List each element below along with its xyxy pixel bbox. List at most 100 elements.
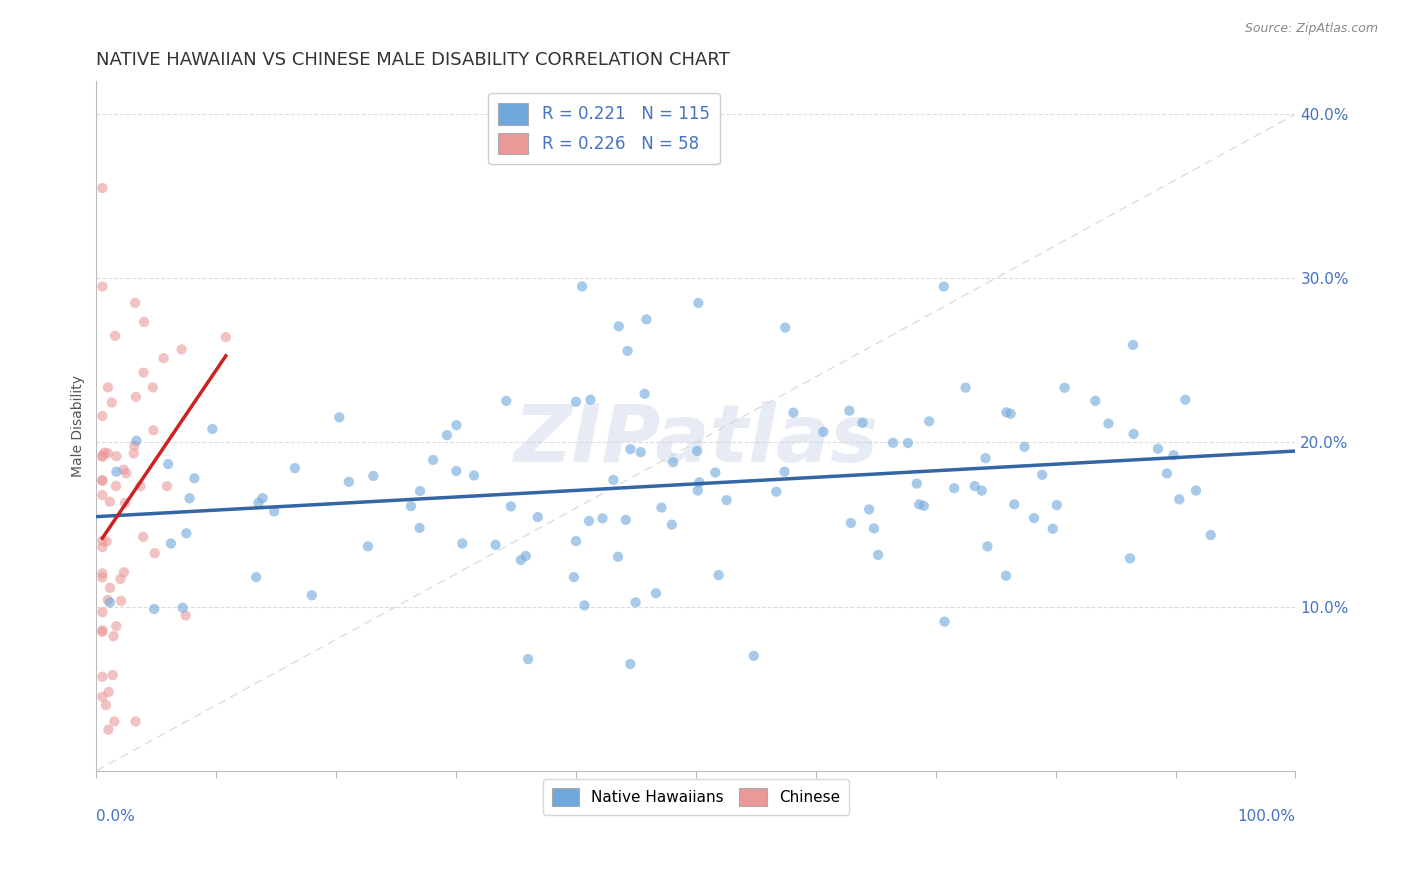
Point xyxy=(301,588,323,602)
Point xyxy=(132,530,155,544)
Point xyxy=(607,319,630,334)
Point xyxy=(93,445,115,459)
Point xyxy=(152,351,174,365)
Point xyxy=(247,496,270,510)
Point xyxy=(156,479,179,493)
Point xyxy=(1185,483,1208,498)
Point xyxy=(103,629,125,643)
Point xyxy=(517,652,540,666)
Point xyxy=(515,549,537,563)
Point xyxy=(91,566,114,581)
Point xyxy=(1002,497,1025,511)
Point xyxy=(97,723,120,737)
Point xyxy=(963,479,986,493)
Point xyxy=(408,521,430,535)
Point xyxy=(607,549,630,564)
Point xyxy=(91,570,114,584)
Point xyxy=(974,451,997,466)
Point xyxy=(1122,338,1144,352)
Point xyxy=(773,465,796,479)
Point xyxy=(112,463,135,477)
Point xyxy=(174,608,197,623)
Y-axis label: Male Disability: Male Disability xyxy=(72,375,86,477)
Point xyxy=(565,534,588,549)
Text: 100.0%: 100.0% xyxy=(1237,809,1295,823)
Point xyxy=(1031,467,1053,482)
Point xyxy=(91,690,114,704)
Point xyxy=(636,312,658,326)
Point xyxy=(357,540,380,554)
Point xyxy=(215,330,238,344)
Point xyxy=(934,615,956,629)
Point xyxy=(101,668,124,682)
Point xyxy=(1084,393,1107,408)
Point xyxy=(399,499,422,513)
Point xyxy=(110,594,132,608)
Point xyxy=(91,181,114,195)
Point xyxy=(96,534,118,549)
Point xyxy=(976,540,998,554)
Text: 0.0%: 0.0% xyxy=(97,809,135,823)
Point xyxy=(446,464,468,478)
Point xyxy=(94,698,117,712)
Point xyxy=(122,446,145,460)
Point xyxy=(104,479,127,493)
Point xyxy=(91,488,114,502)
Point xyxy=(716,493,738,508)
Point xyxy=(574,599,596,613)
Point xyxy=(1022,511,1045,525)
Point xyxy=(905,476,928,491)
Point xyxy=(201,422,224,436)
Point xyxy=(868,548,890,562)
Point xyxy=(602,473,624,487)
Point xyxy=(91,279,114,293)
Point xyxy=(509,553,531,567)
Point xyxy=(97,446,120,460)
Point xyxy=(995,568,1018,582)
Point xyxy=(263,504,285,518)
Point xyxy=(105,619,128,633)
Point xyxy=(110,572,132,586)
Point xyxy=(160,536,183,550)
Point xyxy=(1046,498,1069,512)
Point xyxy=(579,392,602,407)
Point xyxy=(526,510,548,524)
Point xyxy=(337,475,360,489)
Point xyxy=(616,343,638,358)
Point xyxy=(619,657,641,671)
Point xyxy=(98,595,121,609)
Point xyxy=(495,393,517,408)
Point xyxy=(91,473,114,487)
Point xyxy=(97,593,120,607)
Point xyxy=(565,394,588,409)
Point xyxy=(183,471,205,485)
Point xyxy=(912,499,935,513)
Legend: Native Hawaiians, Chinese: Native Hawaiians, Chinese xyxy=(543,779,849,814)
Point xyxy=(1174,392,1197,407)
Point xyxy=(91,533,114,548)
Point xyxy=(1053,381,1076,395)
Point xyxy=(686,444,709,458)
Point xyxy=(132,366,155,380)
Point xyxy=(91,605,114,619)
Point xyxy=(142,380,165,394)
Point xyxy=(1097,417,1119,431)
Point xyxy=(422,453,444,467)
Point xyxy=(172,600,194,615)
Point xyxy=(782,406,804,420)
Point xyxy=(775,320,797,334)
Point xyxy=(897,436,920,450)
Point xyxy=(409,483,432,498)
Point xyxy=(839,516,862,530)
Point xyxy=(143,546,166,560)
Point xyxy=(97,685,120,699)
Point xyxy=(688,475,710,490)
Point xyxy=(742,648,765,663)
Point xyxy=(124,439,146,453)
Point xyxy=(105,449,128,463)
Point xyxy=(112,566,135,580)
Point xyxy=(328,410,350,425)
Point xyxy=(813,425,835,439)
Point xyxy=(908,497,931,511)
Point xyxy=(571,279,593,293)
